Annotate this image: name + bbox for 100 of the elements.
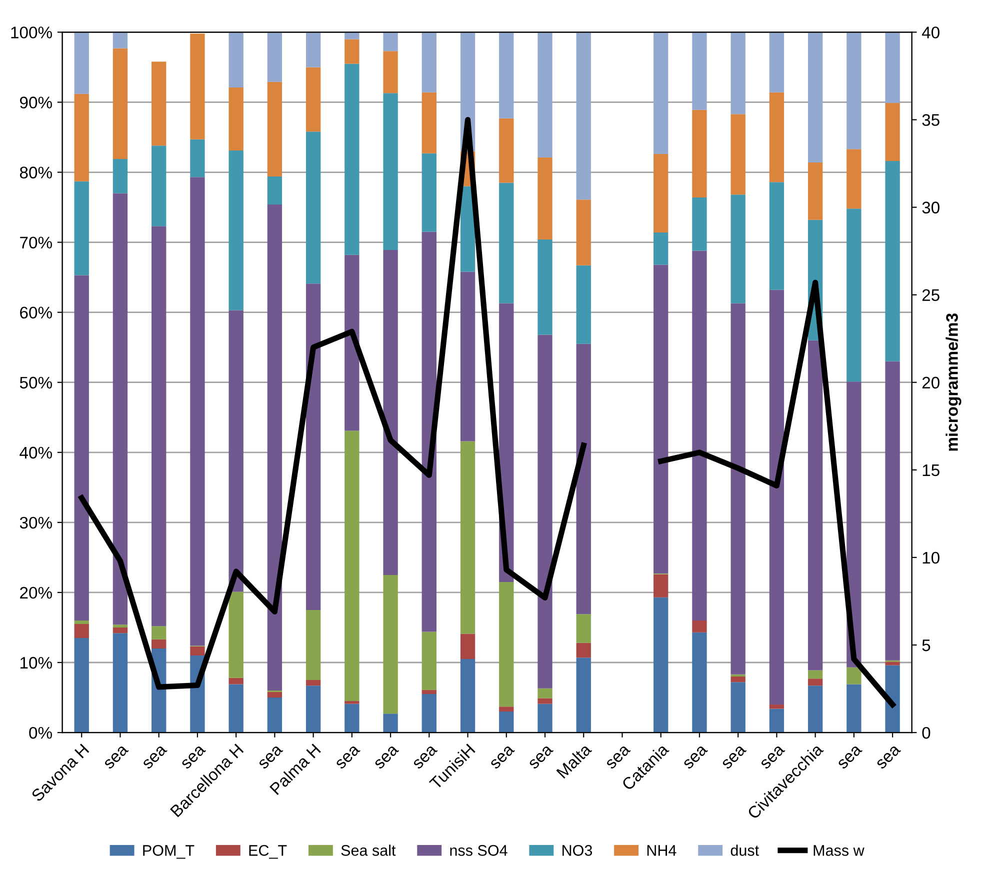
bar: [422, 153, 436, 232]
bar: [267, 176, 282, 204]
bar: [460, 441, 476, 634]
bar: [885, 161, 900, 362]
bar: [112, 48, 128, 159]
bar: [846, 32, 862, 150]
bar: [383, 93, 398, 250]
bar: [74, 624, 89, 638]
bar: [267, 698, 282, 733]
bar: [152, 62, 166, 146]
bar: [112, 627, 128, 634]
bar: [538, 688, 552, 698]
bar: [152, 146, 166, 226]
bar: [730, 303, 746, 674]
legend-label: dust: [730, 844, 759, 856]
bar: [383, 32, 398, 52]
y2-tick-label: 30: [922, 202, 940, 214]
y-tick-label: 30%: [20, 516, 52, 529]
bar: [769, 92, 784, 182]
legend-label: NH4: [647, 845, 676, 856]
y-tick-label: 80%: [20, 166, 52, 178]
bar: [730, 194, 746, 304]
bar: [460, 272, 476, 442]
bar: [74, 32, 89, 94]
bar: [538, 32, 552, 158]
y-tick-label: 100%: [11, 26, 52, 38]
bar: [344, 704, 360, 733]
y2-tick-label: 25: [922, 289, 940, 302]
bar: [422, 632, 436, 690]
bar: [654, 264, 668, 574]
y-tick-label: 50%: [20, 376, 52, 389]
y2-axis-title: microgramme/m3: [946, 313, 962, 451]
x-tick-label: sea: [142, 744, 168, 770]
x-tick-label: sea: [104, 744, 129, 770]
bar: [383, 714, 398, 733]
bar: [769, 290, 784, 705]
legend-label: nss SO4: [450, 845, 508, 856]
legend-label: POM_T: [143, 845, 194, 859]
bar: [499, 706, 514, 712]
bar: [499, 582, 514, 707]
bar: [152, 226, 166, 626]
x-tick-label: sea: [374, 744, 400, 770]
bar: [846, 667, 862, 684]
bar: [74, 638, 89, 733]
bar: [576, 614, 591, 643]
legend-label: Mass w: [814, 845, 864, 856]
bar: [306, 132, 321, 284]
y-tick-label: 0%: [29, 726, 52, 739]
bar: [769, 708, 784, 733]
bar: [306, 686, 321, 733]
bar: [730, 32, 746, 114]
x-tick-label: sea: [682, 744, 708, 770]
bar: [228, 678, 244, 684]
legend-label: EC_T: [249, 845, 287, 859]
bar: [267, 204, 282, 691]
bar: [190, 139, 205, 178]
y-tick-label: 90%: [20, 96, 52, 108]
y-tick-label: 20%: [20, 586, 52, 599]
bar: [228, 310, 244, 592]
y-tick-label: 40%: [20, 446, 52, 459]
bar: [885, 665, 900, 733]
bar: [538, 334, 552, 688]
bar: [190, 646, 205, 656]
x-tick-label: sea: [490, 744, 516, 770]
y2-tick-label: 5: [922, 640, 930, 652]
x-tick-label: sea: [335, 744, 361, 770]
bar: [808, 162, 823, 220]
y2-tick-label: 15: [922, 464, 940, 476]
bar: [692, 110, 707, 198]
x-tick-label: sea: [876, 744, 902, 770]
bar: [228, 32, 244, 88]
bar: [344, 39, 360, 64]
bar: [228, 88, 244, 151]
y2-tick-label: 20: [922, 376, 940, 389]
bar: [422, 92, 436, 154]
bar: [344, 254, 360, 431]
bar: [112, 624, 128, 628]
bar: [538, 704, 552, 733]
bar: [422, 690, 436, 694]
legend-label: NO3: [562, 845, 592, 856]
bar: [692, 250, 707, 620]
bar: [190, 177, 205, 646]
bar: [306, 67, 321, 132]
y2-tick-label: 0: [922, 726, 930, 739]
bar: [885, 32, 900, 103]
bar: [112, 158, 128, 194]
bar: [654, 154, 668, 232]
bar: [846, 149, 862, 209]
bar: [576, 642, 591, 658]
y-tick-label: 60%: [20, 306, 52, 319]
bar: [769, 182, 784, 290]
bar: [499, 712, 514, 733]
bar: [808, 32, 823, 162]
legend-label: Sea salt: [341, 844, 396, 856]
bar: [152, 626, 166, 640]
bar: [538, 698, 552, 704]
bar: [422, 32, 436, 92]
bar: [538, 239, 552, 335]
bar: [460, 634, 476, 660]
y-tick-label: 70%: [20, 236, 52, 248]
